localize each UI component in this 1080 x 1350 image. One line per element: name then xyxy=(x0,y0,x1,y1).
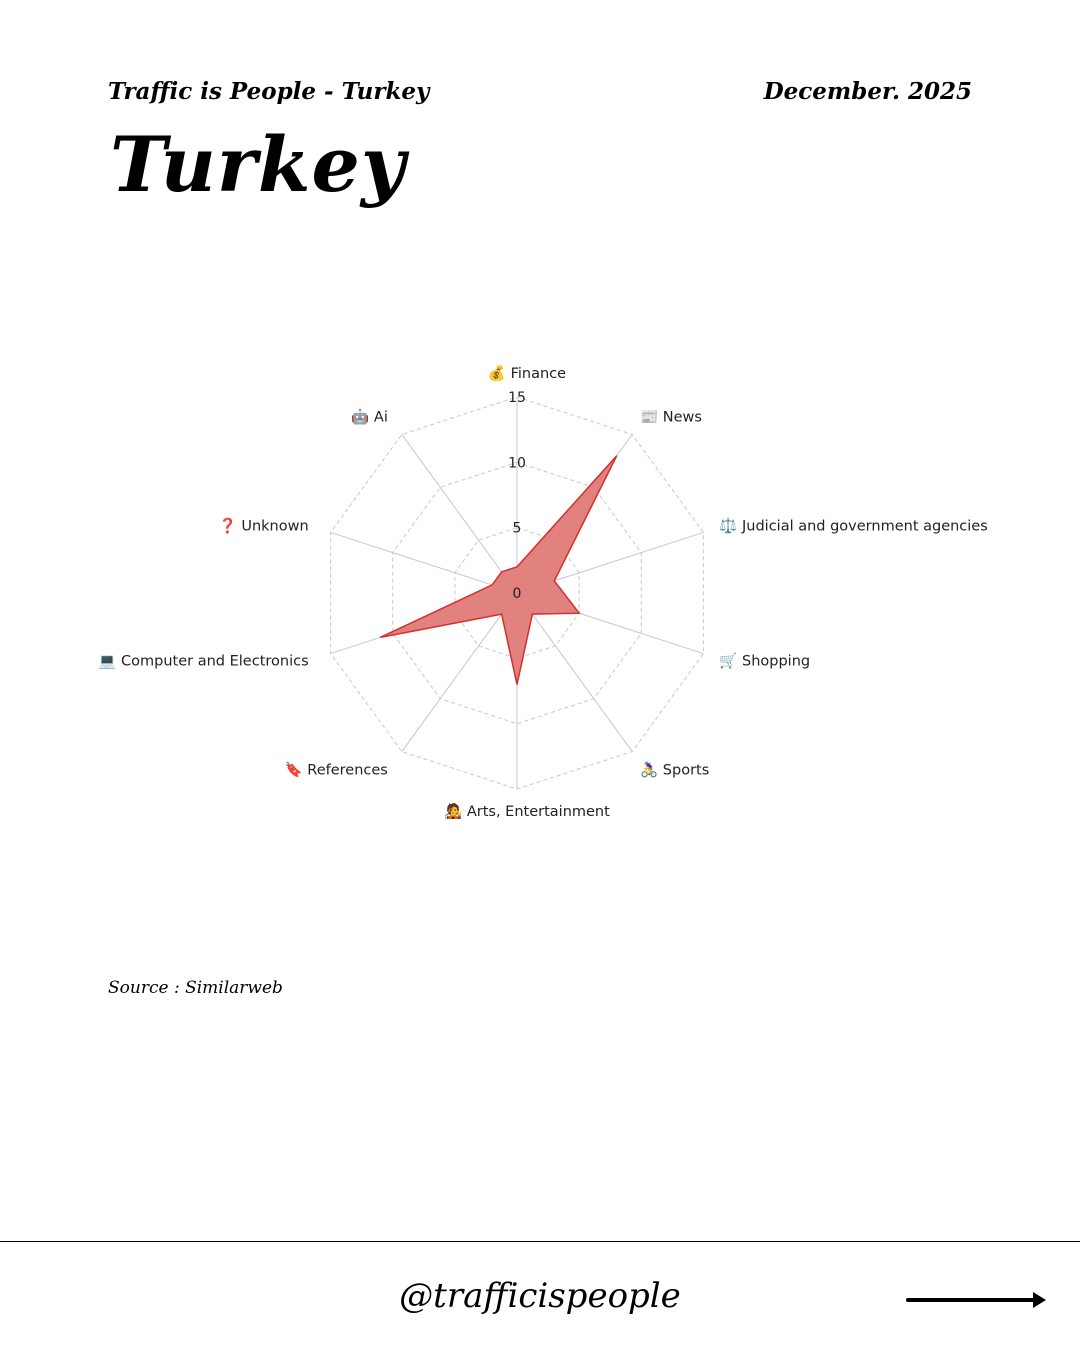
tick-label: 0 xyxy=(513,586,522,602)
category-label: 🔖 References xyxy=(285,760,388,778)
page-title: Turkey xyxy=(110,120,407,209)
arrow-right-icon[interactable] xyxy=(905,1288,1050,1312)
tick-label: 5 xyxy=(513,521,522,537)
category-label: 🧑‍🎤 Arts, Entertainment xyxy=(444,802,610,820)
radar-series xyxy=(379,455,618,685)
category-label: ⚖️ Judicial and government agencies xyxy=(719,517,987,535)
category-label: 💰 Finance xyxy=(488,364,566,382)
radar-chart: 0 5 10 15 💰 Finance 📰 News ⚖️ Judicial and go… xyxy=(98,364,987,820)
category-labels: 💰 Finance 📰 News ⚖️ Judicial and governmen… xyxy=(98,364,987,820)
series-area xyxy=(379,455,618,685)
axis-spoke xyxy=(401,592,518,752)
axis-spoke xyxy=(516,592,633,752)
tick-label: 15 xyxy=(508,390,526,406)
axis-spoke xyxy=(401,434,518,594)
axis-spoke xyxy=(330,531,518,594)
footer-divider xyxy=(0,1241,1080,1242)
grid-ring xyxy=(392,461,642,725)
category-label: ❓ Unknown xyxy=(219,517,309,535)
grid-ring xyxy=(454,527,580,659)
subtitle: Traffic is People - Turkey xyxy=(108,78,430,105)
source-note: Source : Similarweb xyxy=(108,978,283,998)
category-label: 💻 Computer and Electronics xyxy=(98,653,308,669)
category-label: 🤖 Ai xyxy=(351,408,388,426)
date: December. 2025 xyxy=(763,78,972,105)
tick-label: 10 xyxy=(508,455,526,471)
social-handle: @trafficispeople xyxy=(399,1276,681,1316)
category-label: 📰 News xyxy=(640,410,702,426)
radial-tick-labels: 0 5 10 15 xyxy=(508,390,526,602)
category-label: 🚴‍♀️ Sports xyxy=(640,760,709,778)
category-label: 🛒 Shopping xyxy=(719,651,810,669)
